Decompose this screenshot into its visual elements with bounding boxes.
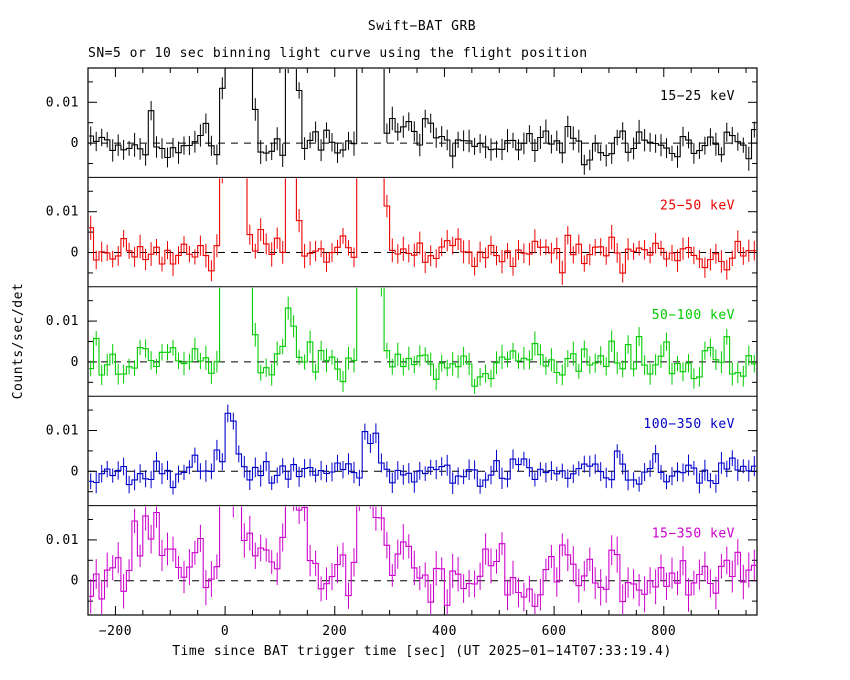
x-tick-label: 0 xyxy=(221,624,229,639)
panel-label: 100−350 keV xyxy=(643,417,735,432)
x-tick-label: 800 xyxy=(651,624,676,639)
x-tick-label: −200 xyxy=(99,624,132,639)
light-curve-series xyxy=(89,69,756,175)
panel-label: 25−50 keV xyxy=(660,198,735,213)
y-tick-label: 0.01 xyxy=(46,533,79,548)
panel-label: 50−100 keV xyxy=(652,308,735,323)
y-tick-label: 0.01 xyxy=(46,205,79,220)
y-tick-label: 0 xyxy=(71,246,79,261)
light-curve-series xyxy=(89,404,756,495)
x-axis-label: Time since BAT trigger time [sec] (UT 20… xyxy=(172,644,672,659)
y-tick-label: 0.01 xyxy=(46,314,79,329)
step-curve xyxy=(89,506,756,607)
y-tick-label: 0.01 xyxy=(46,423,79,438)
y-tick-label: 0 xyxy=(71,136,79,151)
light-curve-series xyxy=(89,506,756,615)
light-curve-series xyxy=(89,287,756,394)
step-curve xyxy=(89,69,756,166)
x-tick-label: 200 xyxy=(322,624,347,639)
plot-area: 0 0.01 15−25 keV 0 0.01 25−50 keV 0 0.01 50−100 … xyxy=(46,67,758,639)
panel-label: 15−25 keV xyxy=(660,89,735,104)
y-tick-label: 0 xyxy=(71,464,79,479)
x-tick-label: 400 xyxy=(432,624,457,639)
step-curve xyxy=(89,412,756,489)
plot-frame xyxy=(87,67,758,616)
plot-subtitle: SN=5 or 10 sec binning light curve using… xyxy=(88,46,588,61)
error-bars xyxy=(90,506,755,615)
y-tick-label: 0 xyxy=(71,574,79,589)
y-tick-label: 0 xyxy=(71,355,79,370)
plot-title: Swift−BAT GRB xyxy=(368,19,476,34)
step-curve xyxy=(89,287,756,387)
y-axis-label: Counts/sec/det xyxy=(11,283,26,400)
step-curve xyxy=(89,178,756,274)
light-curve-series xyxy=(89,178,756,285)
x-tick-label: 600 xyxy=(542,624,567,639)
panel-label: 15−350 keV xyxy=(652,527,735,542)
y-tick-label: 0.01 xyxy=(46,95,79,110)
